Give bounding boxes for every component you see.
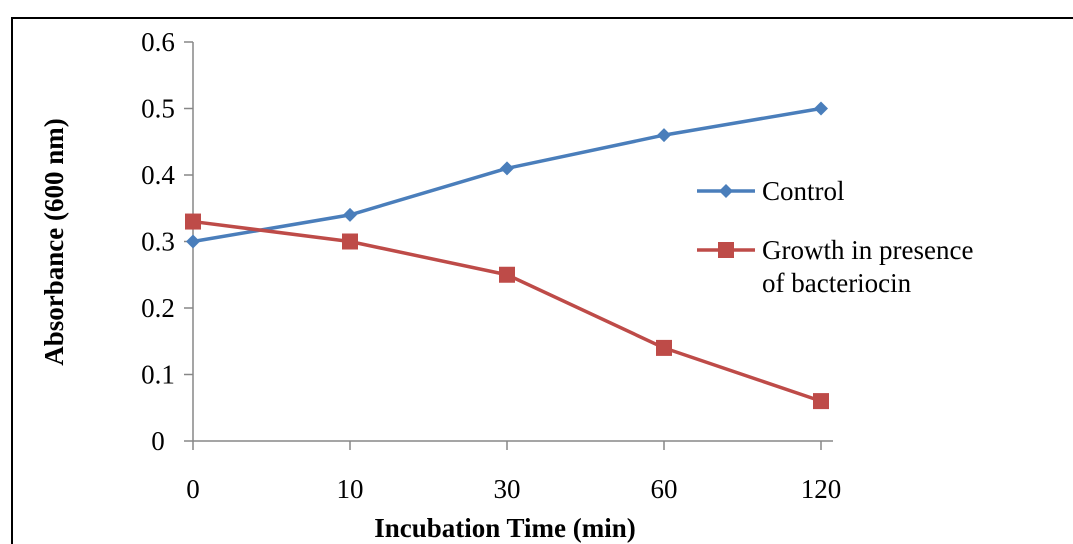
y-tick-label: 0.6 <box>141 27 175 57</box>
data-point <box>342 233 358 250</box>
legend-swatch-marker <box>719 184 733 198</box>
data-point <box>499 266 515 283</box>
x-tick-label: 10 <box>337 474 364 504</box>
series-layer <box>185 101 829 410</box>
data-point <box>185 213 201 230</box>
x-tick-label: 0 <box>186 474 200 504</box>
x-axis-title: Incubation Time (min) <box>374 513 636 543</box>
data-point <box>813 393 829 410</box>
y-tick-label: 0.4 <box>141 160 175 190</box>
legend-label: Control <box>762 176 845 206</box>
y-axis-title: Absorbance (600 nm) <box>39 118 69 366</box>
axes <box>184 41 833 450</box>
x-tick-label: 120 <box>801 474 842 504</box>
series-control <box>186 101 828 249</box>
x-tick-label: 30 <box>494 474 521 504</box>
legend-item: Control <box>697 176 845 206</box>
y-tick-labels: 0 0.1 0.2 0.3 0.4 0.5 0.6 <box>141 27 175 456</box>
y-tick-label: 0.2 <box>141 293 175 323</box>
x-tick-label: 60 <box>651 474 678 504</box>
data-point <box>656 339 672 356</box>
data-point <box>500 161 514 176</box>
y-tick-label: 0 <box>151 426 165 456</box>
x-tick-labels: 0 10 30 60 120 <box>186 474 841 504</box>
legend-swatch-marker <box>718 242 734 258</box>
chart-frame <box>11 17 1073 544</box>
y-tick-label: 0.1 <box>141 360 175 390</box>
series-bacteriocin <box>185 213 829 410</box>
data-point <box>343 207 357 222</box>
legend-label: of bacteriocin <box>762 268 912 298</box>
data-point <box>657 128 671 143</box>
y-tick-label: 0.5 <box>141 94 175 124</box>
data-point <box>186 234 200 249</box>
legend-label: Growth in presence <box>762 235 973 265</box>
data-point <box>814 101 828 116</box>
y-tick-label: 0.3 <box>141 227 175 257</box>
